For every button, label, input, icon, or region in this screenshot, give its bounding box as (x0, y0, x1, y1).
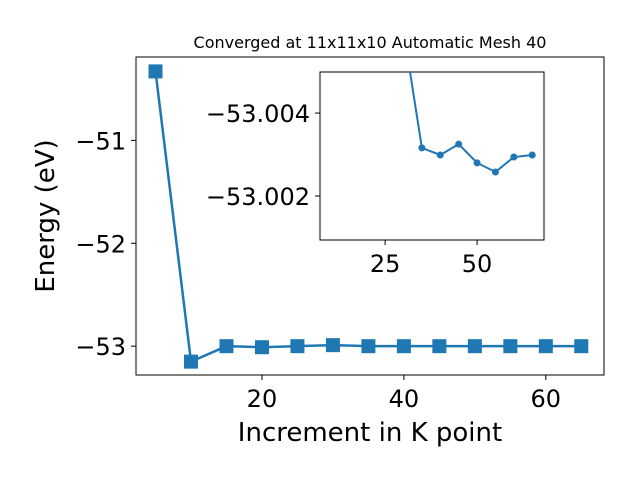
y-tick-label: −52 (75, 230, 126, 258)
plot-area (319, 71, 545, 241)
y-tick-label: −53 (75, 333, 126, 361)
marker (473, 159, 481, 167)
y-tick-label: −53.002 (206, 183, 310, 211)
marker (574, 339, 589, 354)
x-tick-label: 40 (389, 385, 420, 413)
marker (254, 340, 269, 355)
series (409, 72, 536, 176)
marker (148, 64, 163, 79)
marker (503, 339, 518, 354)
chart-title: Converged at 11x11x10 Automatic Mesh 40 (194, 33, 547, 52)
marker (183, 354, 198, 369)
series (148, 64, 589, 369)
marker (436, 151, 444, 159)
y-axis-label: Energy (eV) (31, 139, 61, 292)
x-tick-label: 25 (370, 250, 401, 278)
x-tick-label: 20 (247, 385, 278, 413)
marker (396, 339, 411, 354)
marker (361, 339, 376, 354)
marker (418, 144, 426, 152)
marker (290, 339, 305, 354)
x-axis-label: Increment in K point (238, 418, 502, 448)
marker (538, 339, 553, 354)
marker (432, 339, 447, 354)
y-tick-label: −53.004 (206, 100, 310, 128)
marker (491, 168, 499, 176)
marker (325, 338, 340, 353)
marker (510, 153, 518, 161)
x-tick-label: 50 (462, 250, 493, 278)
marker (467, 339, 482, 354)
marker (528, 151, 536, 159)
marker (219, 339, 234, 354)
y-tick-label: −51 (75, 127, 126, 155)
marker (455, 140, 463, 148)
x-tick-label: 60 (531, 385, 562, 413)
